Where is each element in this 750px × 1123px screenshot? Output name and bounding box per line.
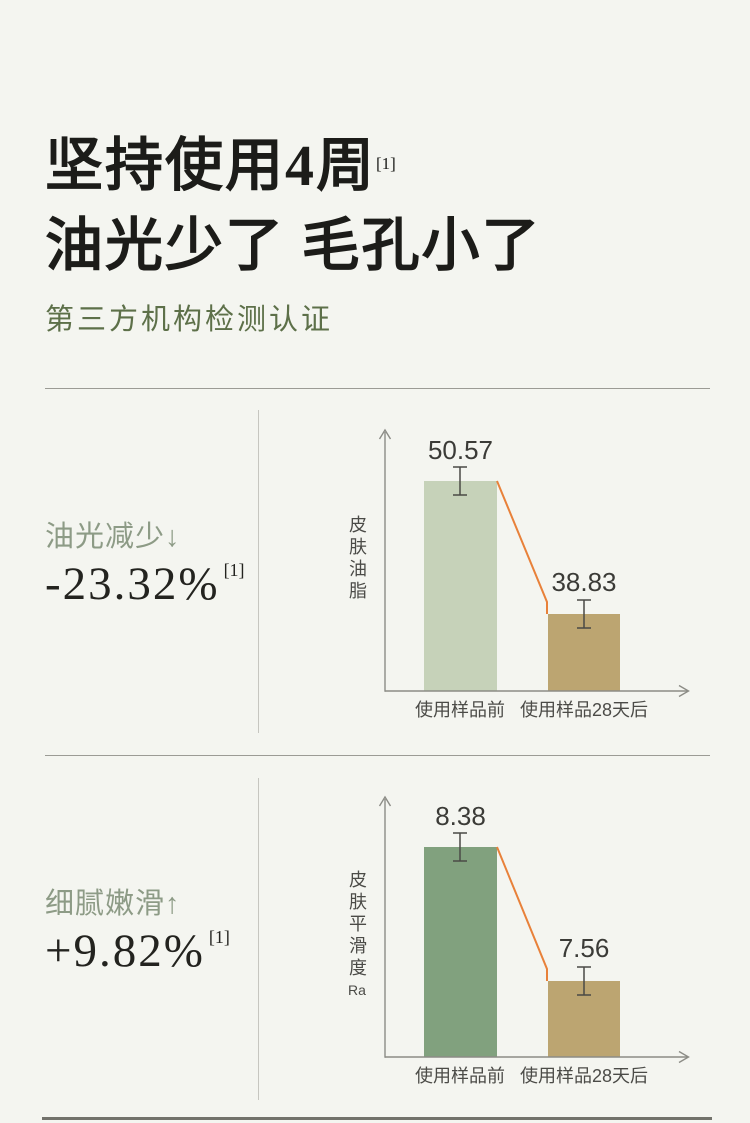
- y-axis-label-text: 皮肤平滑度: [347, 870, 367, 980]
- title-line-1-text: 坚持使用4周: [45, 133, 377, 198]
- metric-value-row-smooth: +9.82% [1]: [45, 925, 250, 977]
- chart-axes-overlay: [378, 795, 690, 1064]
- metric-value-smooth: +9.82%: [45, 925, 205, 977]
- title-footnote-marker: [1]: [376, 154, 396, 173]
- metric-block-smooth: 细腻嫩滑↑ +9.82% [1]: [45, 888, 250, 977]
- metric-footnote-smooth: [1]: [208, 927, 230, 947]
- bar-value-before: 50.57: [427, 435, 494, 465]
- metric-value-oil: -23.32%: [45, 558, 220, 610]
- error-bar-after: [577, 966, 591, 996]
- x-tick-before: 使用样品前: [415, 1066, 505, 1086]
- metric-block-oil: 油光减少↓ -23.32% [1]: [45, 521, 250, 610]
- title-line-1: 坚持使用4周[1]: [45, 126, 705, 206]
- y-axis-unit-label: Ra: [348, 982, 366, 998]
- bar-value-after: 7.56: [558, 933, 610, 963]
- metric-label-smooth: 细腻嫩滑↑: [45, 888, 181, 920]
- x-tick-after: 使用样品28天后: [519, 700, 649, 720]
- decline-connector-line: [496, 846, 548, 981]
- vertical-divider-smooth: [258, 778, 259, 1100]
- bar-value-before: 8.38: [435, 801, 486, 831]
- chart-axes-overlay: [378, 428, 690, 698]
- header: 坚持使用4周[1] 油光少了 毛孔小了 第三方机构检测认证: [45, 126, 705, 337]
- bar-value-after: 38.83: [551, 567, 617, 597]
- decline-connector-line: [496, 480, 548, 614]
- x-axis-arrow-icon: [678, 684, 690, 698]
- section-divider-top: [45, 388, 710, 389]
- bar-chart-skin-oil: 50.57 38.83 皮肤油脂 使用样品前 使用样品28天后: [330, 420, 720, 735]
- bar-before: [424, 847, 497, 1057]
- error-bar-before: [453, 466, 467, 496]
- metric-value-row-oil: -23.32% [1]: [45, 558, 250, 610]
- page-title: 坚持使用4周[1] 油光少了 毛孔小了: [45, 126, 705, 286]
- vertical-divider-oil: [258, 410, 259, 733]
- y-axis-arrow-icon: [378, 428, 392, 440]
- title-line-2: 油光少了 毛孔小了: [45, 213, 542, 278]
- error-bar-before: [453, 832, 467, 862]
- bar-before: [424, 481, 497, 691]
- y-axis-arrow-icon: [378, 795, 392, 807]
- section-divider-middle: [45, 755, 710, 756]
- bottom-section-edge: [42, 1117, 712, 1120]
- certification-subtitle: 第三方机构检测认证: [45, 304, 334, 336]
- y-axis-label: 皮肤油脂: [340, 515, 374, 603]
- y-axis-label-text: 皮肤油脂: [347, 515, 367, 603]
- x-tick-before: 使用样品前: [415, 700, 505, 720]
- metric-footnote-oil: [1]: [223, 560, 245, 580]
- metric-label-oil: 油光减少↓: [45, 521, 181, 553]
- y-axis-label: 皮肤平滑度 Ra: [340, 870, 374, 998]
- error-bar-after: [577, 599, 591, 629]
- x-tick-after: 使用样品28天后: [519, 1066, 649, 1086]
- bar-chart-skin-smoothness: 8.38 7.56 皮肤平滑度 Ra 使用样品前 使用样品28天后: [330, 790, 720, 1105]
- x-axis-arrow-icon: [678, 1050, 690, 1064]
